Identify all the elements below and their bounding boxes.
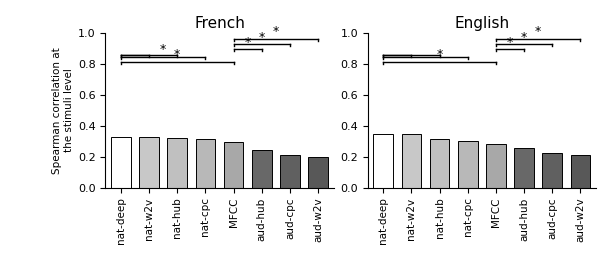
Text: *: * <box>535 25 541 38</box>
Text: *: * <box>521 31 527 44</box>
Bar <box>224 142 243 188</box>
Bar <box>430 139 450 188</box>
Text: *: * <box>160 43 166 57</box>
Text: *: * <box>174 48 181 61</box>
Bar <box>486 144 506 188</box>
Bar <box>373 134 393 188</box>
Title: English: English <box>455 15 509 31</box>
Bar <box>308 157 328 188</box>
Bar <box>139 137 159 188</box>
Bar <box>514 148 534 188</box>
Bar <box>252 150 272 188</box>
Bar <box>458 140 477 188</box>
Y-axis label: Spearman correlation at
the stimuli level: Spearman correlation at the stimuli leve… <box>52 47 73 174</box>
Title: French: French <box>194 15 245 31</box>
Bar <box>111 137 131 188</box>
Bar <box>542 153 562 188</box>
Text: *: * <box>259 31 265 44</box>
Bar <box>402 134 421 188</box>
Bar <box>280 155 300 188</box>
Text: *: * <box>273 25 279 38</box>
Bar <box>167 138 187 188</box>
Text: *: * <box>244 36 251 49</box>
Bar <box>571 155 591 188</box>
Bar <box>196 139 216 188</box>
Text: *: * <box>507 36 513 49</box>
Text: *: * <box>436 48 442 61</box>
